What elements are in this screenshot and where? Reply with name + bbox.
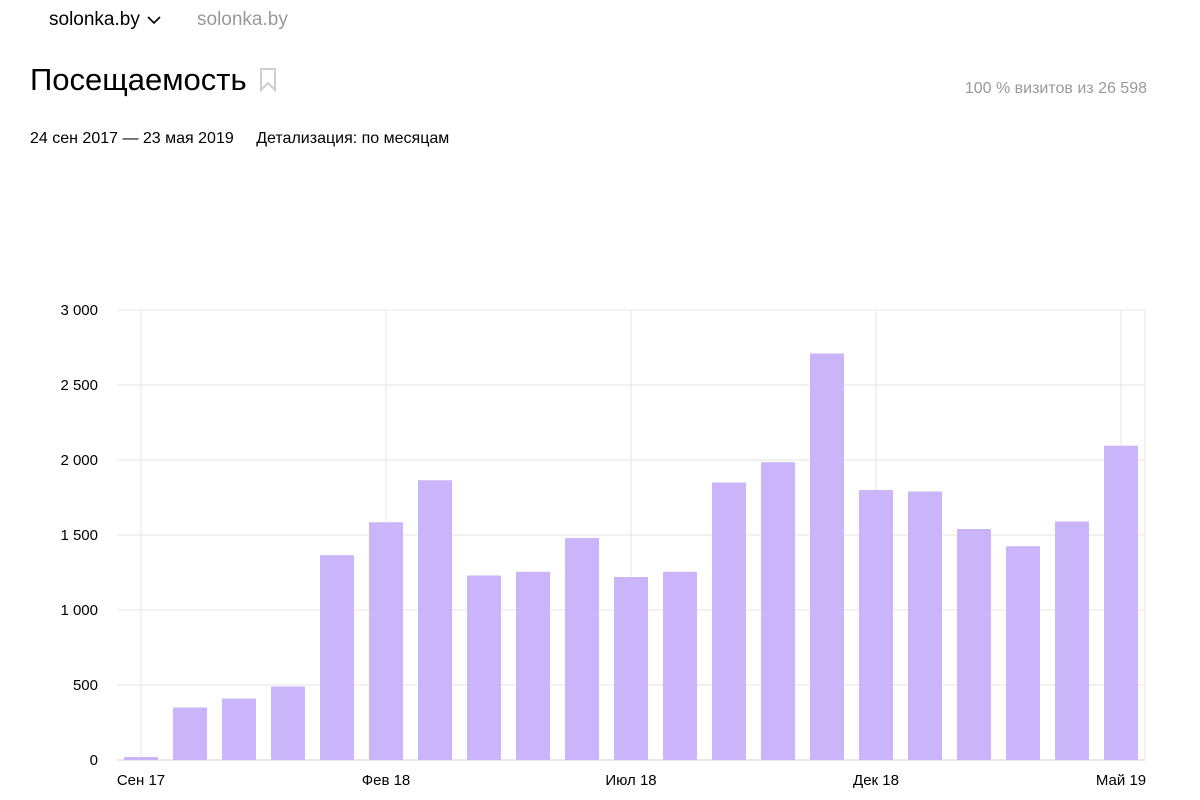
y-tick-label: 2 500 [60, 377, 98, 394]
bar [712, 482, 746, 760]
y-tick-label: 3 000 [60, 302, 98, 319]
y-tick-label: 1 000 [60, 602, 98, 619]
site-selector[interactable]: solonka.by [49, 9, 162, 31]
bookmark-icon[interactable] [259, 68, 277, 92]
period-line: 24 сен 2017 — 23 мая 2019 Детализация: п… [30, 130, 449, 148]
chevron-down-icon [147, 16, 161, 25]
bar [663, 571, 697, 760]
bar [124, 757, 158, 760]
bar [908, 491, 942, 760]
date-range[interactable]: 24 сен 2017 — 23 мая 2019 [30, 130, 234, 147]
y-tick-label: 1 500 [60, 527, 98, 544]
detail-level[interactable]: Детализация: по месяцам [256, 130, 450, 147]
bar [614, 577, 648, 760]
site-selector-label: solonka.by [49, 9, 140, 30]
x-tick-label: Фев 18 [362, 772, 411, 789]
bar [222, 698, 256, 760]
site-secondary-label: solonka.by [197, 9, 288, 30]
bar [418, 480, 452, 760]
page-title-text: Посещаемость [30, 62, 247, 97]
bar [173, 707, 207, 760]
bar [271, 686, 305, 760]
bar [467, 575, 501, 760]
bar [1104, 445, 1138, 760]
bar [761, 462, 795, 760]
visits-summary: 100 % визитов из 26 598 [964, 80, 1147, 97]
x-tick-label: Май 19 [1096, 772, 1146, 789]
y-tick-label: 500 [73, 677, 98, 694]
page-title: Посещаемость [30, 62, 277, 98]
bar [369, 522, 403, 760]
x-tick-label: Дек 18 [853, 772, 899, 789]
bar [320, 555, 354, 760]
bar [859, 490, 893, 760]
bar [1055, 521, 1089, 760]
y-tick-label: 0 [90, 752, 98, 769]
bar [565, 538, 599, 760]
bar [516, 571, 550, 760]
bar [1006, 546, 1040, 760]
x-tick-label: Июл 18 [605, 772, 656, 789]
y-tick-label: 2 000 [60, 452, 98, 469]
bar [810, 353, 844, 760]
x-tick-label: Сен 17 [117, 772, 165, 789]
bar [957, 529, 991, 760]
